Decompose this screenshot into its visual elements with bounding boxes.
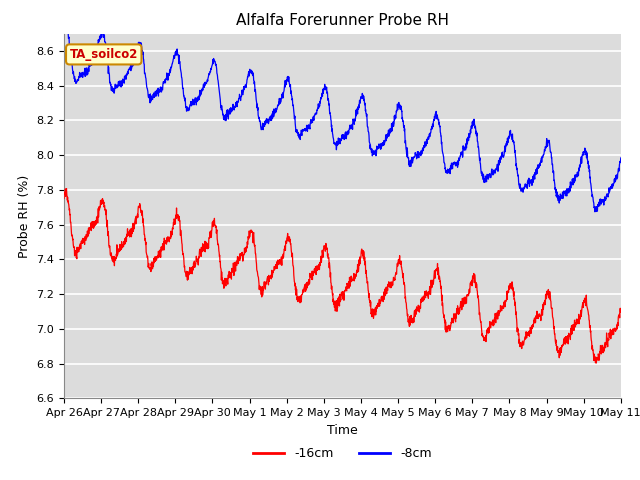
- Legend: -16cm, -8cm: -16cm, -8cm: [248, 442, 436, 465]
- Title: Alfalfa Forerunner Probe RH: Alfalfa Forerunner Probe RH: [236, 13, 449, 28]
- X-axis label: Time: Time: [327, 424, 358, 437]
- Y-axis label: Probe RH (%): Probe RH (%): [18, 174, 31, 258]
- Text: TA_soilco2: TA_soilco2: [70, 48, 138, 61]
